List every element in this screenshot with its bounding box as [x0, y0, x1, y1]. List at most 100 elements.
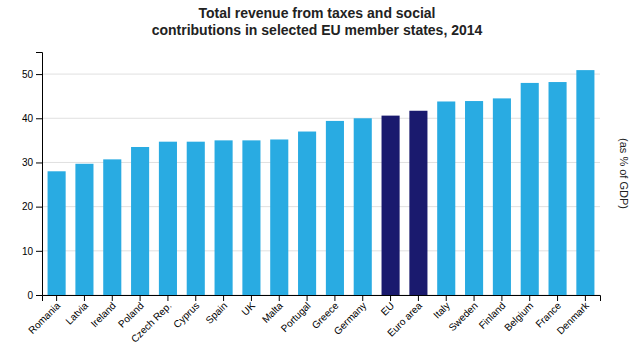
bar — [409, 111, 427, 295]
y-tick-mark — [36, 162, 42, 163]
x-tick: Latvia — [63, 295, 90, 327]
x-tick: Euro area — [385, 295, 424, 339]
y-tick-mark — [36, 118, 42, 119]
x-tick-mark — [418, 295, 419, 301]
x-tick-mark — [362, 295, 363, 301]
bar — [159, 142, 177, 295]
x-axis-line — [43, 296, 601, 302]
bar — [48, 171, 66, 295]
x-tick-label: Sweden — [446, 300, 479, 333]
x-tick: Italy — [431, 295, 452, 321]
bar — [382, 116, 400, 295]
y-tick-label: 20 — [22, 201, 34, 212]
bars — [48, 70, 595, 295]
bar — [326, 121, 344, 295]
bar — [103, 159, 121, 295]
x-tick-mark — [446, 295, 447, 301]
bar — [242, 140, 260, 295]
x-tick-mark — [84, 295, 85, 301]
x-tick-mark — [529, 295, 530, 301]
bar — [576, 70, 594, 295]
bar — [493, 98, 511, 295]
x-tick-mark — [56, 295, 57, 301]
y-axis-title: (as % of GDP) — [618, 138, 630, 209]
x-tick-label: Cyprus — [171, 300, 201, 330]
y-tick: 0 — [27, 290, 42, 301]
x-tick: Czech Rep. — [129, 295, 174, 345]
y-axis: 0 10 20 30 40 50 — [22, 53, 43, 301]
grid — [42, 74, 600, 295]
x-tick-mark — [279, 295, 280, 301]
y-tick: 20 — [22, 201, 42, 212]
y-tick-label: 40 — [22, 113, 34, 124]
bar — [270, 139, 288, 295]
x-tick-mark — [390, 295, 391, 301]
x-tick-label: Romania — [26, 300, 62, 336]
x-tick-mark — [167, 295, 168, 301]
x-tick-label: Czech Rep. — [129, 300, 174, 345]
x-tick: Germany — [332, 295, 369, 337]
x-tick-mark — [557, 295, 558, 301]
y-tick-label: 10 — [22, 246, 34, 257]
x-tick-mark — [585, 295, 586, 301]
x-axis: RomaniaLatviaIrelandPolandCzech Rep.Cypr… — [26, 295, 600, 345]
x-tick-mark — [474, 295, 475, 301]
x-tick-mark — [195, 295, 196, 301]
x-tick-label: Euro area — [385, 300, 424, 339]
x-tick: Spain — [203, 295, 229, 326]
x-tick-label: UK — [239, 300, 257, 318]
title: Total revenue from taxes and socialcontr… — [152, 5, 483, 38]
y-tick: 40 — [22, 113, 42, 124]
grid-line — [42, 74, 600, 75]
x-tick-mark — [307, 295, 308, 301]
bar — [521, 83, 539, 295]
x-tick-label: Denmark — [555, 299, 592, 336]
chart: Total revenue from taxes and socialcontr… — [0, 0, 634, 357]
x-tick-mark — [251, 295, 252, 301]
x-tick-label: EU — [379, 300, 397, 318]
grid-line — [42, 250, 600, 251]
y-tick-mark — [36, 251, 42, 252]
y-tick: 10 — [22, 246, 42, 257]
x-tick-label: Italy — [431, 300, 452, 321]
bar — [298, 132, 316, 295]
grid-line — [42, 206, 600, 207]
x-tick-label: Latvia — [63, 300, 90, 327]
x-tick-mark — [140, 295, 141, 301]
x-tick-label: Germany — [332, 300, 369, 337]
x-tick: Belgium — [502, 295, 535, 333]
y-tick: 50 — [22, 69, 42, 80]
bar — [131, 147, 149, 295]
x-tick: Portugal — [279, 295, 313, 334]
grid-line — [42, 118, 600, 119]
x-tick-label: Spain — [203, 300, 229, 326]
x-tick-label: Belgium — [502, 300, 535, 333]
bar — [75, 164, 93, 295]
bar — [187, 142, 205, 295]
y-tick-label: 0 — [27, 290, 33, 301]
x-tick: EU — [379, 295, 397, 318]
y-axis-line — [36, 53, 43, 296]
plot: 0 10 20 30 40 50 RomaniaLatviaIrelandPolandCze… — [22, 53, 601, 345]
x-tick: Romania — [26, 295, 62, 336]
y-tick-label: 50 — [22, 69, 34, 80]
x-tick-mark — [501, 295, 502, 301]
x-tick: Sweden — [446, 295, 479, 333]
x-tick-mark — [334, 295, 335, 301]
x-tick: Ireland — [89, 295, 118, 329]
y-tick: 30 — [22, 157, 42, 168]
y-tick-mark — [36, 295, 42, 296]
y-tick-mark — [36, 207, 42, 208]
x-tick: UK — [239, 295, 257, 318]
bar — [437, 101, 455, 295]
bar — [215, 140, 233, 295]
grid-line — [42, 162, 600, 163]
bar — [354, 118, 372, 295]
x-tick-label: Portugal — [279, 300, 313, 334]
x-tick-mark — [223, 295, 224, 301]
x-tick: Malta — [260, 295, 285, 325]
x-tick-mark — [112, 295, 113, 301]
x-tick: Cyprus — [171, 295, 201, 330]
bar — [465, 101, 483, 295]
y-tick-mark — [36, 74, 42, 75]
